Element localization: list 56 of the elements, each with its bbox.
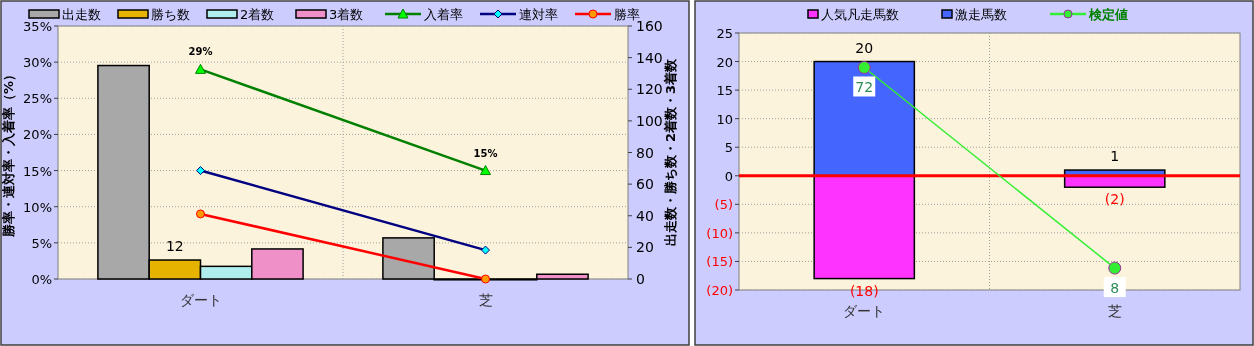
x-tick-label: ダート (179, 292, 222, 308)
y2-tick-label: 140 (636, 49, 663, 66)
y2-tick-label: 0 (636, 271, 645, 287)
y2-tick-label: 120 (636, 81, 663, 98)
y-tick-label: (10) (706, 225, 733, 241)
y2-tick-label: 40 (636, 207, 654, 224)
y-tick-label: 20% (23, 127, 52, 143)
y2-tick-label: 20 (636, 239, 654, 256)
y-tick-label: 35% (23, 19, 52, 34)
point (196, 166, 205, 176)
data-label: (2) (1104, 191, 1125, 208)
legend-label: 激走馬数 (955, 7, 1007, 22)
y-tick-label: 15% (23, 163, 52, 179)
y-tick-label: 30% (23, 55, 52, 71)
bar (813, 60, 916, 177)
y-tick-label: 5 (724, 140, 733, 156)
x-tick-label: 芝 (478, 292, 493, 308)
y-tick-label: 20 (716, 54, 733, 70)
y-tick-label: 0 (724, 168, 733, 184)
legend-label: 人気凡走馬数 (821, 7, 899, 22)
data-label: (18) (849, 282, 879, 299)
data-label: 12 (165, 238, 184, 255)
y-tick-label: (5) (714, 197, 733, 213)
point (481, 274, 490, 284)
legend-label: 勝ち数 (151, 7, 190, 22)
data-label: 1 (1110, 148, 1120, 165)
y-tick-label: (20) (706, 283, 733, 298)
y-tick-label: 5% (31, 235, 52, 251)
y-tick-label: 0% (31, 272, 52, 287)
point (196, 209, 205, 219)
legend-label: 入着率 (424, 7, 463, 22)
data-label: 29% (188, 46, 213, 58)
y-tick-label: 25% (23, 91, 52, 107)
legend-label: 検定値 (1088, 7, 1128, 22)
data-label: 20 (855, 39, 874, 56)
y-tick-label: 10 (716, 111, 733, 127)
data-label: 72 (855, 79, 874, 96)
y-tick-label: 25 (716, 26, 733, 41)
y-tick-label: 10% (23, 199, 52, 215)
data-label: 15% (473, 147, 498, 159)
legend-label: 出走数 (62, 7, 101, 22)
y2-axis-title: 出走数・勝ち数・2着数・3着数 (663, 57, 678, 247)
y2-tick-label: 100 (636, 112, 663, 129)
y2-tick-label: 60 (636, 176, 654, 193)
point (481, 245, 490, 255)
data-label: 8 (1110, 280, 1120, 297)
x-tick-label: ダート (843, 303, 886, 319)
legend-label: 連対率 (519, 7, 558, 22)
bar (813, 175, 916, 280)
y-tick-label: 15 (716, 83, 733, 99)
legend-label: 2着数 (240, 7, 275, 22)
y-axis-title: 勝率・連対率・入着率（%） (1, 67, 16, 239)
x-tick-label: 芝 (1107, 303, 1122, 319)
y2-tick-label: 80 (636, 144, 654, 161)
y-tick-label: (15) (706, 254, 733, 270)
legend-label: 3着数 (329, 7, 364, 22)
